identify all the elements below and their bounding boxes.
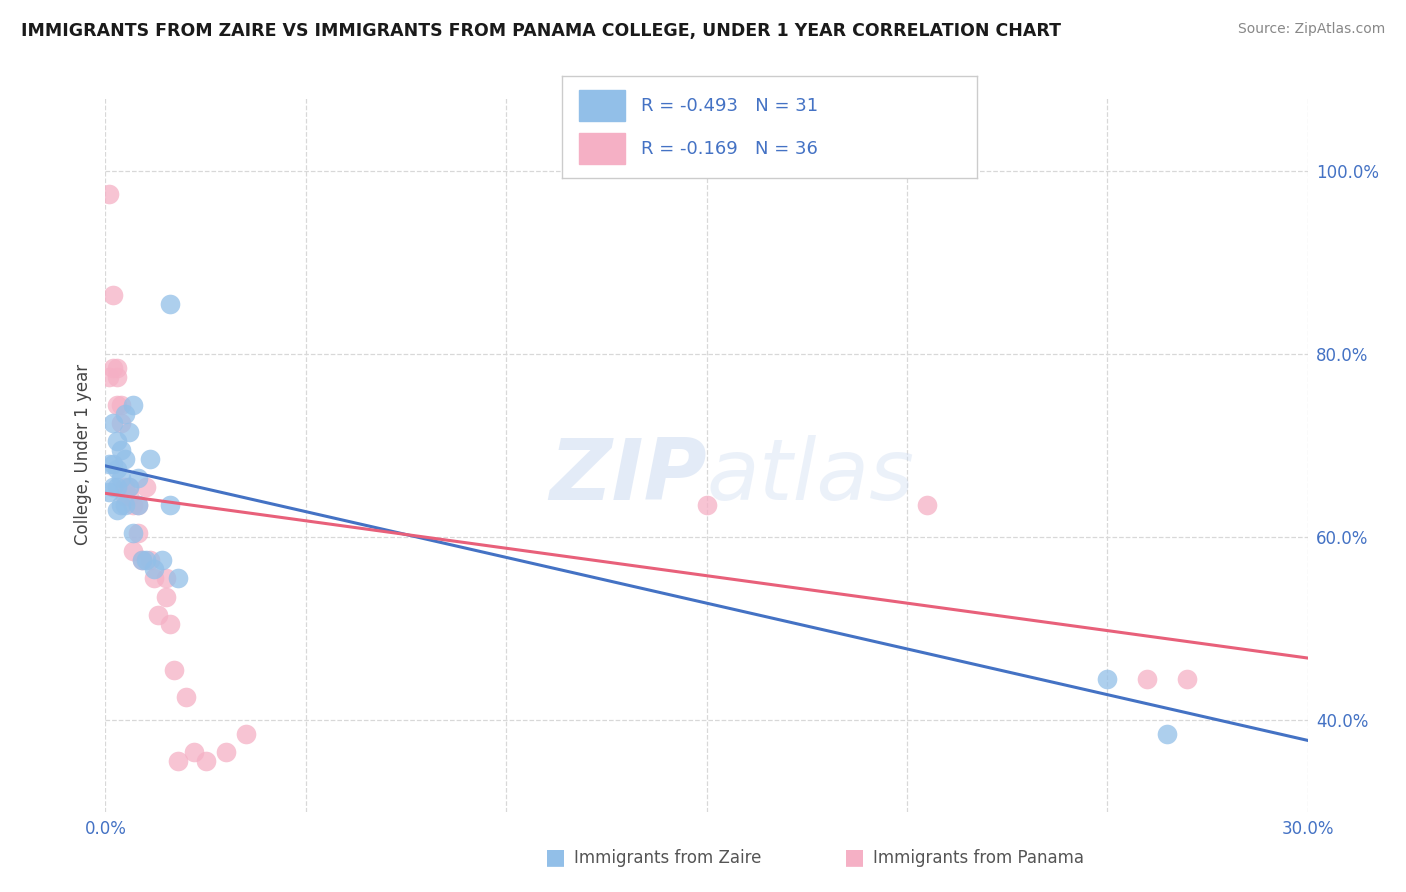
- Point: [107, 361, 129, 376]
- Point: [235, 727, 257, 741]
- Text: R = -0.169   N = 36: R = -0.169 N = 36: [641, 140, 818, 158]
- Point: [122, 544, 145, 558]
- Point: [103, 457, 125, 471]
- Point: [127, 498, 149, 512]
- Point: [110, 498, 132, 512]
- Point: [103, 480, 125, 494]
- Point: [138, 553, 160, 567]
- Point: [122, 525, 145, 540]
- Point: [122, 398, 145, 412]
- Point: [110, 443, 132, 458]
- Point: [155, 571, 177, 585]
- Point: [142, 562, 165, 576]
- Point: [127, 525, 149, 540]
- Point: [107, 503, 129, 517]
- Point: [1156, 727, 1178, 741]
- Text: Source: ZipAtlas.com: Source: ZipAtlas.com: [1237, 22, 1385, 37]
- Point: [174, 690, 197, 705]
- Point: [166, 755, 188, 769]
- Point: [103, 416, 125, 430]
- Point: [183, 745, 205, 759]
- Point: [159, 297, 181, 311]
- Point: [103, 288, 125, 302]
- Point: [118, 489, 141, 503]
- Point: [118, 480, 141, 494]
- Point: [194, 755, 217, 769]
- Point: [98, 457, 121, 471]
- Bar: [579, 90, 624, 121]
- Point: [166, 571, 188, 585]
- Point: [107, 480, 129, 494]
- Point: [98, 370, 121, 384]
- Point: [110, 471, 132, 485]
- Point: [107, 434, 129, 449]
- Text: atlas: atlas: [707, 434, 914, 518]
- Text: ZIP: ZIP: [548, 434, 707, 518]
- Point: [114, 498, 136, 512]
- Point: [162, 663, 184, 677]
- Point: [98, 187, 121, 202]
- Text: ■: ■: [845, 847, 865, 867]
- Point: [114, 489, 136, 503]
- Point: [98, 484, 121, 499]
- Text: ■: ■: [546, 847, 565, 867]
- Point: [107, 398, 129, 412]
- Point: [131, 553, 153, 567]
- Point: [135, 480, 157, 494]
- Point: [107, 370, 129, 384]
- Point: [214, 745, 236, 759]
- Point: [118, 425, 141, 439]
- Point: [915, 498, 938, 512]
- Text: IMMIGRANTS FROM ZAIRE VS IMMIGRANTS FROM PANAMA COLLEGE, UNDER 1 YEAR CORRELATIO: IMMIGRANTS FROM ZAIRE VS IMMIGRANTS FROM…: [21, 22, 1062, 40]
- Y-axis label: College, Under 1 year: College, Under 1 year: [73, 364, 91, 546]
- Point: [150, 553, 173, 567]
- Point: [114, 452, 136, 467]
- Point: [159, 617, 181, 632]
- Point: [122, 498, 145, 512]
- Point: [127, 471, 149, 485]
- Point: [1136, 672, 1159, 686]
- Point: [138, 452, 160, 467]
- Point: [146, 607, 169, 622]
- Point: [110, 416, 132, 430]
- Point: [107, 461, 129, 475]
- Point: [127, 498, 149, 512]
- Point: [142, 571, 165, 585]
- Point: [159, 498, 181, 512]
- Bar: [579, 133, 624, 164]
- Point: [114, 480, 136, 494]
- Point: [1097, 672, 1119, 686]
- Point: [110, 398, 132, 412]
- Point: [103, 361, 125, 376]
- Text: Immigrants from Panama: Immigrants from Panama: [873, 849, 1084, 867]
- Point: [135, 553, 157, 567]
- Text: Immigrants from Zaire: Immigrants from Zaire: [574, 849, 761, 867]
- Point: [696, 498, 718, 512]
- Point: [118, 480, 141, 494]
- Point: [131, 553, 153, 567]
- Text: R = -0.493   N = 31: R = -0.493 N = 31: [641, 96, 818, 114]
- Point: [114, 407, 136, 421]
- Point: [1177, 672, 1199, 686]
- Point: [155, 590, 177, 604]
